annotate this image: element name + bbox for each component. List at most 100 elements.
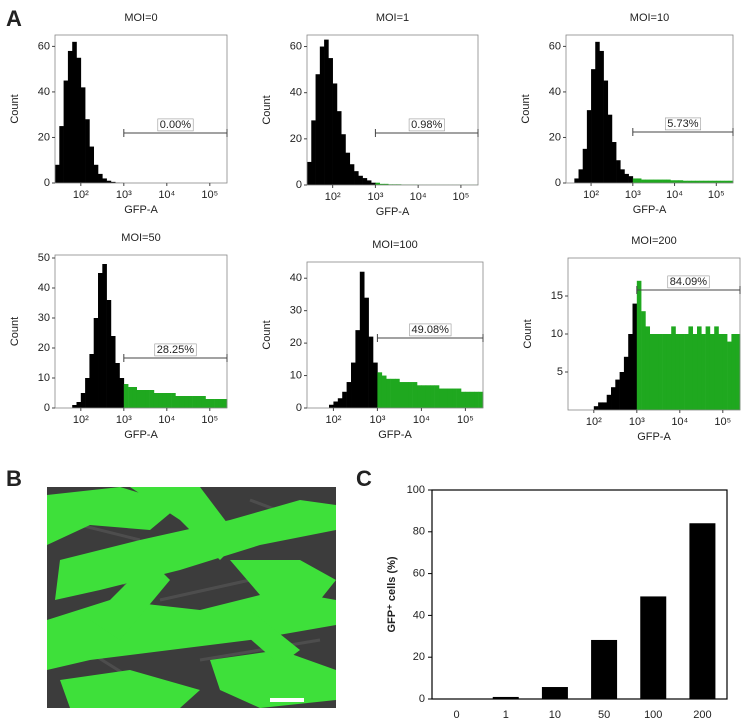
chart-title: MOI=100 (372, 239, 418, 251)
x-tick-label: 10³ (625, 189, 641, 201)
histogram-bar (64, 81, 69, 183)
histogram-bar (417, 385, 422, 408)
x-axis-label: GFP-A (637, 431, 671, 443)
gate-percent: 0.00% (160, 119, 191, 131)
histogram-bar (426, 385, 431, 408)
histogram-bar (637, 281, 642, 410)
histogram-bar (421, 385, 426, 408)
histogram-bar (72, 42, 77, 183)
x-tick-label: 10⁴ (158, 414, 175, 426)
histogram-bar (602, 402, 607, 410)
histogram-bar (68, 51, 73, 183)
histogram-bar (55, 165, 60, 183)
histogram-bar (620, 372, 625, 410)
x-tick-label: 10³ (367, 191, 383, 203)
bar (689, 523, 715, 699)
histogram-bar (345, 153, 350, 185)
histogram-bar (358, 176, 363, 185)
gate-percent: 49.08% (412, 324, 450, 336)
histogram-bar (163, 393, 168, 408)
y-tick-label: 10 (38, 372, 50, 384)
histogram-bar (188, 396, 193, 408)
histogram-bar (662, 180, 666, 183)
y-tick-label: 0 (44, 402, 50, 414)
histogram-bar (85, 378, 90, 408)
histogram-bar (102, 178, 107, 183)
histogram-bar (145, 390, 150, 408)
bar (542, 687, 568, 699)
histogram-bar (710, 334, 715, 410)
histogram-bar (701, 334, 706, 410)
histogram-bar (329, 405, 334, 408)
panel-label: C (356, 466, 372, 491)
histogram-bar (714, 326, 719, 410)
x-axis-label: GFP-A (376, 206, 410, 218)
histogram-bar (124, 384, 129, 408)
y-axis-label: Count (520, 94, 532, 123)
y-tick-label: 20 (38, 131, 50, 143)
histogram-bar (324, 40, 329, 185)
histogram-bar (684, 334, 689, 410)
chart-title: MOI=1 (376, 12, 409, 24)
histogram-bar (470, 392, 475, 408)
x-tick-label: 10⁵ (708, 189, 725, 201)
histogram-bar (658, 180, 662, 183)
x-tick-label: 10² (583, 189, 599, 201)
histogram-bar (676, 334, 681, 410)
histogram-bar (338, 398, 343, 408)
histogram-bar (214, 399, 219, 408)
histogram-bar (667, 334, 672, 410)
histogram-bar (574, 178, 578, 183)
histogram-bar (89, 147, 94, 183)
histogram-bar (688, 326, 693, 410)
y-tick-label: 20 (290, 133, 302, 145)
histogram-bar (587, 110, 591, 183)
x-tick-label: 10⁴ (410, 191, 427, 203)
histogram-bar (641, 180, 645, 183)
histogram-bar (107, 300, 112, 408)
y-tick-label: 40 (413, 609, 425, 621)
histogram-bar (373, 363, 378, 408)
histogram-bar (608, 115, 612, 183)
y-tick-label: 40 (290, 272, 302, 284)
histogram-bar (706, 326, 711, 410)
histogram-bar (633, 304, 638, 410)
x-tick-label: 10² (325, 414, 341, 426)
y-tick-label: 40 (290, 87, 302, 99)
histogram-bar (180, 396, 185, 408)
histogram-bar (98, 273, 103, 408)
histogram-bar (81, 87, 86, 183)
gate-percent: 0.98% (411, 119, 442, 131)
histogram-bar (377, 372, 382, 408)
bar (640, 596, 666, 699)
histogram-bar (111, 336, 116, 408)
y-tick-label: 20 (413, 651, 425, 663)
y-tick-label: 30 (290, 305, 302, 317)
histogram-bar (430, 385, 435, 408)
histogram-bar (391, 379, 396, 408)
y-tick-label: 20 (38, 342, 50, 354)
plot-frame (432, 490, 727, 699)
histogram-bar (141, 390, 146, 408)
histogram-bar (132, 387, 137, 408)
y-axis-label: GFP⁺ cells (%) (386, 556, 398, 632)
histogram-bar (94, 318, 99, 408)
x-axis-label: GFP-A (633, 204, 667, 216)
x-tick-label: 10⁴ (671, 416, 688, 428)
histogram-bar (341, 134, 346, 185)
y-tick-label: 0 (296, 179, 302, 191)
x-tick-label: 10⁴ (413, 414, 430, 426)
y-tick-label: 60 (290, 40, 302, 52)
histogram-bar (150, 390, 155, 408)
gate-percent: 28.25% (157, 344, 195, 356)
histogram-bar (598, 402, 603, 410)
gate-percent: 5.73% (667, 118, 698, 130)
histogram-bar (452, 389, 457, 408)
histogram-bar (474, 392, 479, 408)
histogram-bar (175, 396, 180, 408)
histogram-bar (360, 272, 365, 408)
y-tick-label: 0 (419, 693, 425, 705)
histogram-bar (351, 363, 356, 408)
histogram-bar (367, 180, 372, 185)
